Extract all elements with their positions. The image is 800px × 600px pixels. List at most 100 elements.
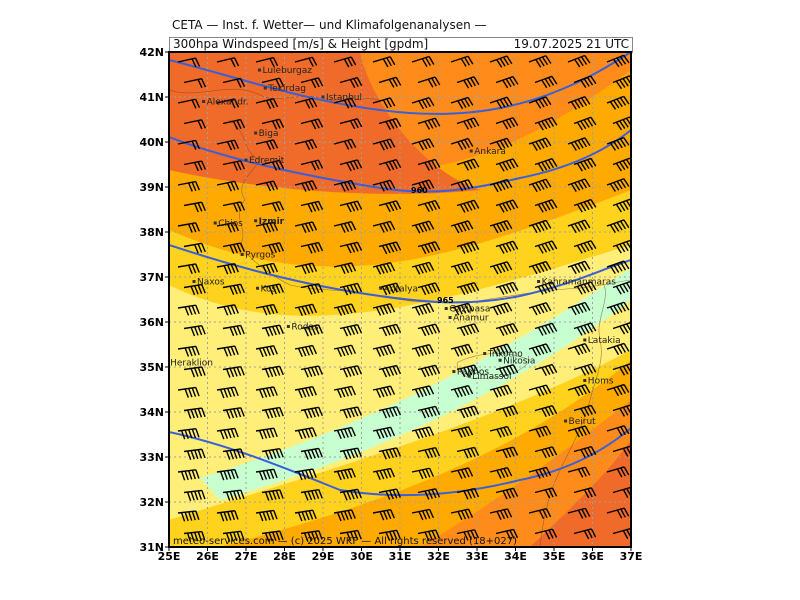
barb-feather: [498, 286, 505, 295]
barb-feather: [227, 429, 232, 439]
barb-feather: [230, 222, 236, 232]
wind-barb: [567, 178, 591, 192]
barb-feather: [229, 450, 235, 460]
barb-feather: [590, 487, 597, 497]
barb-feather: [503, 97, 510, 107]
wind-barb: [294, 427, 317, 440]
wind-barb: [183, 530, 206, 543]
barb-feather: [350, 180, 357, 190]
barb-feather: [223, 511, 228, 522]
wind-barb: [177, 98, 201, 109]
barb-feather: [187, 182, 193, 192]
barb-feather: [310, 243, 317, 253]
barb-feather: [258, 471, 264, 481]
barb-feather: [379, 470, 385, 480]
barb-feather: [310, 326, 316, 336]
barb-feather: [382, 181, 389, 191]
barb-feather: [545, 425, 552, 435]
barb-feather: [542, 426, 548, 436]
wind-barb: [177, 304, 200, 316]
barb-feather: [195, 510, 200, 520]
barb-feather: [428, 56, 435, 65]
barb-feather: [576, 327, 583, 336]
wind-barb: [411, 138, 435, 151]
barb-feather: [201, 449, 206, 459]
barb-feather: [353, 530, 359, 540]
wind-barb: [456, 323, 480, 337]
barb-feather: [229, 532, 234, 542]
barb-feather: [535, 469, 541, 479]
barb-feather: [269, 58, 275, 67]
wind-barb: [333, 56, 357, 68]
barb-feather: [317, 118, 324, 128]
barb-feather: [392, 119, 398, 128]
barb-feather: [584, 55, 591, 64]
barb-feather: [187, 223, 193, 233]
barb-feather: [496, 305, 502, 315]
wind-barb: [294, 386, 317, 399]
wind-barb: [255, 386, 278, 399]
barb-feather: [467, 508, 474, 518]
wind-barb: [300, 118, 324, 130]
city-label: Kahramanmaras: [542, 278, 617, 288]
wind-barb: [216, 510, 239, 522]
city-marker: [213, 221, 217, 225]
barb-feather: [266, 511, 271, 521]
wind-barb: [294, 344, 318, 358]
barb-feather: [346, 244, 352, 254]
barb-feather: [396, 447, 402, 457]
barb-feather: [431, 406, 437, 416]
barb-feather: [464, 139, 470, 149]
barb-feather: [506, 220, 513, 230]
barb-feather: [379, 347, 385, 357]
barb-feather: [453, 347, 460, 357]
wind-barb: [372, 303, 396, 316]
wind-barb: [255, 56, 279, 67]
lat-label: 42N: [139, 46, 164, 59]
barb-feather: [197, 408, 203, 418]
barb-feather: [226, 305, 232, 315]
wind-barb: [261, 77, 285, 88]
wind-barb: [606, 342, 630, 356]
barb-feather: [301, 347, 307, 357]
wind-barb: [489, 137, 513, 151]
barb-feather: [503, 303, 509, 313]
barb-feather: [613, 141, 620, 150]
barb-feather: [544, 119, 551, 129]
barb-feather: [467, 302, 474, 312]
barb-feather: [427, 407, 434, 417]
barb-feather: [347, 510, 353, 520]
barb-feather: [466, 243, 473, 252]
city-label: Heraklion: [170, 359, 213, 369]
barb-feather: [310, 161, 317, 171]
wind-barb: [528, 343, 552, 357]
barb-feather: [389, 97, 396, 107]
barb-feather: [457, 305, 463, 315]
barb-feather: [512, 364, 519, 374]
barb-feather: [548, 200, 554, 210]
barb-feather: [503, 509, 509, 519]
barb-feather: [535, 141, 542, 150]
wind-barb: [456, 240, 480, 254]
wind-barb: [411, 220, 435, 234]
barb-feather: [537, 162, 544, 172]
barb-feather: [381, 409, 387, 419]
barb-feather: [307, 532, 313, 542]
barb-feather: [616, 304, 623, 313]
wind-barb: [534, 75, 558, 89]
lon-label: 27E: [235, 550, 258, 563]
barb-feather: [227, 511, 232, 521]
barb-feather: [535, 182, 542, 191]
lon-label: 25E: [158, 550, 181, 563]
barb-feather: [577, 345, 584, 355]
barb-feather: [616, 386, 623, 396]
wind-barb: [300, 159, 324, 171]
barb-feather: [464, 386, 470, 396]
barb-feather: [414, 429, 421, 439]
barb-feather: [587, 406, 593, 415]
barb-feather: [512, 446, 519, 456]
barb-feather: [265, 223, 272, 233]
barb-feather: [236, 120, 242, 130]
city-label: Pyrgos: [245, 251, 276, 261]
wind-barb: [339, 488, 362, 501]
